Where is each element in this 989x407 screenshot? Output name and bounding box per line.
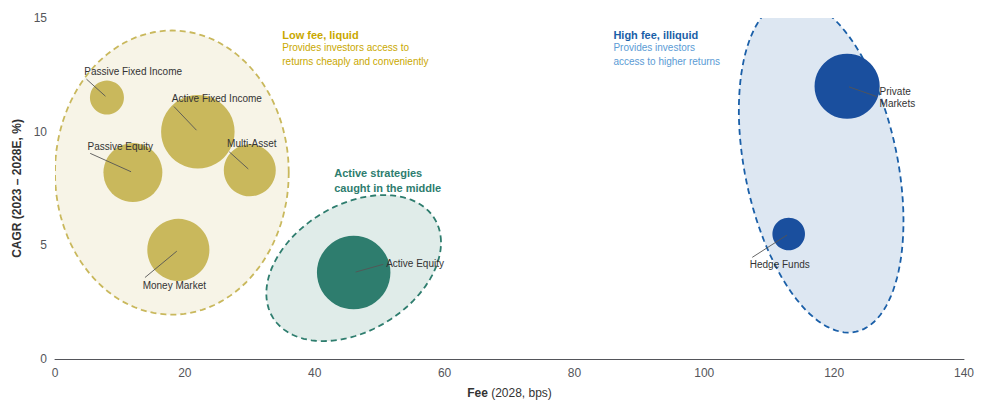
svg-text:High fee, illiquid: High fee, illiquid (613, 29, 698, 41)
svg-text:40: 40 (308, 366, 322, 380)
svg-text:Fee: Fee (467, 386, 488, 400)
svg-text:80: 80 (568, 366, 582, 380)
svg-text:Active Fixed Income: Active Fixed Income (172, 93, 262, 104)
svg-text:0: 0 (52, 366, 59, 380)
svg-text:10: 10 (34, 125, 48, 139)
svg-text:Hedge Funds: Hedge Funds (750, 259, 810, 270)
svg-text:Markets: Markets (880, 98, 916, 109)
svg-text:60: 60 (438, 366, 452, 380)
svg-text:Active strategies: Active strategies (334, 167, 422, 179)
svg-text:100: 100 (694, 366, 714, 380)
svg-text:20: 20 (178, 366, 192, 380)
svg-text:Passive Equity: Passive Equity (87, 141, 153, 152)
svg-text:Low fee, liquid: Low fee, liquid (282, 29, 358, 41)
svg-text:Passive Fixed Income: Passive Fixed Income (84, 66, 182, 77)
svg-text:Active Equity: Active Equity (386, 258, 444, 269)
svg-text:Provides investors access to: Provides investors access to (282, 42, 409, 53)
svg-text:caught in the middle: caught in the middle (334, 182, 441, 194)
svg-text:Provides investors: Provides investors (613, 42, 695, 53)
svg-text:120: 120 (824, 366, 844, 380)
svg-text:(2028, bps): (2028, bps) (488, 386, 552, 400)
svg-text:access to higher returns: access to higher returns (613, 56, 720, 67)
svg-text:5: 5 (40, 238, 47, 252)
svg-text:Money Market: Money Market (143, 280, 207, 291)
svg-text:15: 15 (34, 11, 48, 25)
svg-text:returns cheaply and convenient: returns cheaply and conveniently (282, 56, 428, 67)
svg-text:CAGR (2023 – 2028E, %): CAGR (2023 – 2028E, %) (10, 119, 24, 258)
svg-text:Private: Private (880, 86, 912, 97)
svg-text:Multi-Asset: Multi-Asset (227, 138, 277, 149)
svg-text:0: 0 (40, 352, 47, 366)
svg-text:140: 140 (954, 366, 974, 380)
